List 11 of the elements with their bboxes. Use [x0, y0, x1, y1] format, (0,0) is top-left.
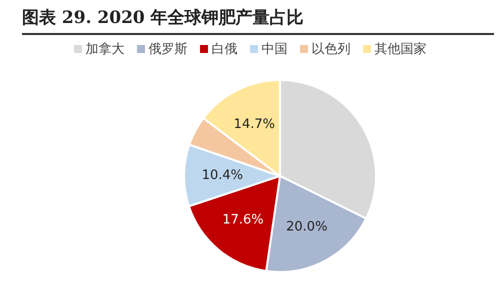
data-label: 20.0%	[286, 219, 328, 234]
legend-label: 中国	[260, 41, 288, 58]
data-label: 14.7%	[234, 116, 275, 132]
chart-title: 图表 29. 2020 年全球钾肥产量占比	[22, 6, 494, 35]
legend-label: 加拿大	[84, 41, 124, 58]
legend-label: 白俄	[210, 41, 238, 58]
legend-label: 以色列	[310, 41, 350, 58]
data-label: 10.4%	[202, 168, 244, 184]
legend-label: 俄罗斯	[148, 41, 188, 58]
data-label: 17.6%	[222, 212, 264, 228]
legend-label: 其他国家	[374, 41, 426, 58]
